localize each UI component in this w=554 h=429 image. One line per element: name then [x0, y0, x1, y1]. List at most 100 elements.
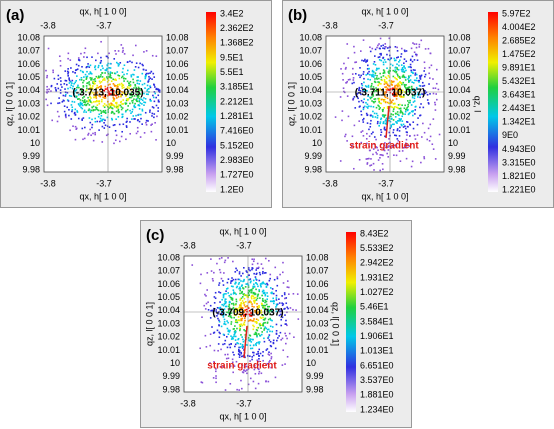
scatter-dot: [70, 118, 73, 120]
scatter-dot: [222, 296, 225, 299]
scatter-dot: [141, 83, 144, 86]
scatter-dot: [114, 139, 117, 142]
scatter-dot: [381, 114, 384, 116]
scatter-dot: [117, 95, 120, 98]
scatter-dot: [108, 94, 111, 96]
scatter-dot: [379, 47, 381, 50]
scatter-dot: [252, 292, 255, 295]
scatter-dot: [422, 106, 425, 109]
x-tick-label: -3.7: [96, 20, 112, 30]
scatter-dot: [275, 289, 277, 292]
scatter-dot: [127, 105, 129, 107]
scatter-dot: [218, 291, 220, 293]
scatter-dot: [385, 82, 388, 84]
scatter-dot: [143, 82, 146, 85]
scatter-dot: [155, 87, 158, 90]
scatter-dot: [384, 81, 387, 84]
scatter-dot: [254, 292, 256, 295]
scatter-dot: [91, 77, 93, 79]
scatter-dot: [246, 305, 248, 307]
colorbar-label: 9.5E1: [220, 52, 244, 62]
scatter-dot: [396, 88, 399, 91]
scatter-dot: [241, 343, 244, 346]
scatter-dot: [111, 90, 114, 93]
scatter-dot: [357, 97, 359, 100]
scatter-dot: [413, 89, 416, 91]
scatter-dot: [213, 361, 215, 363]
scatter-dot: [394, 95, 397, 98]
scatter-dot: [212, 377, 215, 379]
scatter-dot: [263, 340, 266, 343]
scatter-dot: [125, 125, 128, 127]
scatter-dot: [386, 107, 389, 110]
scatter-dot: [217, 313, 219, 315]
scatter-dot: [411, 81, 414, 84]
y-tick-label: 9.99: [304, 151, 322, 161]
scatter-dot: [401, 91, 403, 94]
scatter-dot: [372, 153, 374, 156]
scatter-dot: [375, 138, 377, 141]
scatter-dot: [259, 316, 262, 319]
scatter-dot: [372, 106, 375, 108]
scatter-dot: [399, 119, 402, 122]
scatter-dot: [83, 137, 86, 140]
scatter-dot: [238, 348, 240, 351]
scatter-dot: [242, 280, 244, 283]
scatter-dot: [407, 144, 410, 147]
scatter-dot: [432, 78, 434, 80]
scatter-dot: [387, 71, 390, 73]
scatter-dot: [149, 109, 151, 112]
scatter-dot: [261, 304, 263, 307]
scatter-dot: [79, 101, 82, 104]
scatter-dot: [375, 112, 378, 115]
scatter-dot: [95, 88, 98, 91]
scatter-dot: [117, 85, 119, 88]
scatter-dot: [92, 85, 94, 87]
scatter-dot: [438, 133, 441, 136]
scatter-dot: [224, 313, 227, 316]
scatter-dot: [149, 98, 152, 101]
scatter-dot: [241, 336, 243, 338]
scatter-dot: [135, 99, 137, 101]
scatter-dot: [261, 299, 264, 302]
scatter-dot: [245, 301, 247, 303]
scatter-dot: [137, 76, 139, 78]
scatter-dot: [150, 130, 153, 133]
scatter-dot: [351, 143, 354, 145]
scatter-dot: [407, 105, 409, 108]
scatter-dot: [240, 285, 243, 287]
scatter-dot: [262, 281, 264, 283]
scatter-dot: [283, 293, 286, 296]
scatter-dot: [429, 93, 431, 95]
scatter-dot: [155, 55, 158, 57]
scatter-dot: [262, 324, 264, 326]
scatter-dot: [394, 116, 397, 118]
scatter-dot: [388, 85, 390, 87]
scatter-dot: [101, 90, 103, 93]
scatter-dot: [258, 290, 261, 293]
scatter-dot: [398, 61, 400, 63]
scatter-dot: [270, 357, 273, 360]
scatter-dot: [272, 342, 275, 345]
scatter-dot: [272, 297, 274, 300]
scatter-dot: [199, 347, 201, 350]
colorbar-label: 7.416E0: [220, 126, 254, 136]
scatter-dot: [229, 365, 232, 367]
scatter-dot: [247, 286, 250, 288]
scatter-dot: [394, 112, 397, 115]
scatter-dot: [267, 318, 270, 321]
scatter-dot: [136, 95, 139, 98]
scatter-dot: [398, 130, 401, 132]
scatter-dot: [123, 73, 125, 76]
scatter-dot: [406, 134, 408, 136]
scatter-dot: [253, 368, 256, 371]
scatter-dot: [420, 39, 423, 42]
scatter-dot: [251, 303, 253, 305]
scatter-dot: [55, 88, 57, 91]
colorbar-label: 1.234E0: [360, 404, 394, 414]
scatter-dot: [223, 261, 226, 264]
colorbar-label: 3.315E0: [502, 157, 536, 167]
scatter-dot: [361, 84, 364, 87]
scatter-dot: [151, 115, 153, 117]
scatter-dot: [225, 357, 228, 360]
